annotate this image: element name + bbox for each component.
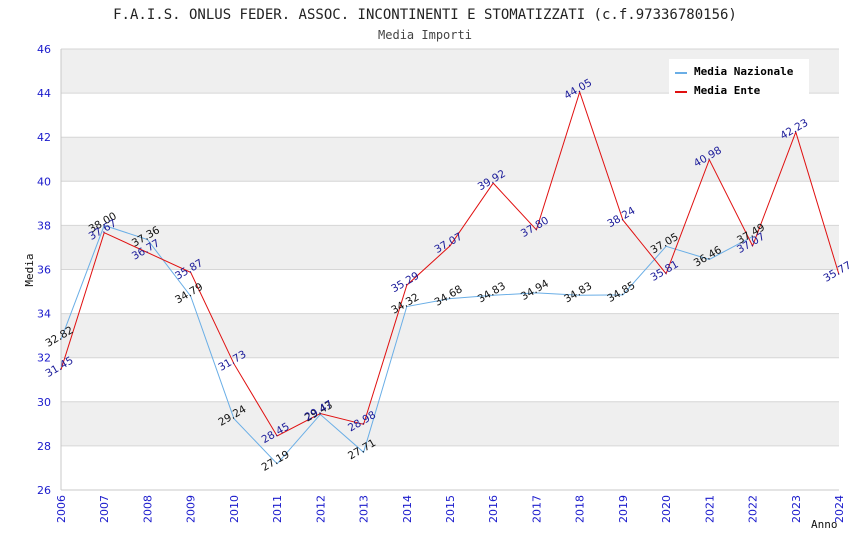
- y-tick-label: 36: [37, 264, 51, 277]
- y-tick-label: 42: [37, 131, 51, 144]
- plot-band: [61, 93, 839, 138]
- plot-background-bands: [61, 49, 839, 490]
- x-tick-label: 2007: [98, 495, 111, 523]
- plot-band: [61, 269, 839, 314]
- y-tick-label: 46: [37, 43, 51, 56]
- x-tick-label: 2013: [358, 495, 371, 523]
- x-tick-label: 2012: [314, 495, 327, 523]
- plot-band: [61, 181, 839, 226]
- y-tick-label: 38: [37, 219, 51, 232]
- series-line-media-nazionale: [60, 224, 753, 465]
- y-axis-ticks: 26 28 30 32 34 36 38 40 42 44 46: [37, 43, 51, 497]
- y-tick-label: 30: [37, 396, 51, 409]
- legend-box: [669, 59, 809, 97]
- x-tick-label: 2018: [574, 495, 587, 523]
- y-tick-label: 44: [37, 87, 51, 100]
- x-tick-label: 2014: [401, 495, 414, 523]
- y-tick-label: 32: [37, 352, 51, 365]
- y-axis-label: Media: [23, 253, 36, 286]
- x-tick-label: 2009: [185, 495, 198, 523]
- x-axis-label: Anno: [811, 518, 838, 531]
- x-tick-label: 2015: [444, 495, 457, 523]
- x-tick-label: 2017: [530, 495, 543, 523]
- y-tick-label: 34: [37, 308, 51, 321]
- plot-band: [61, 445, 839, 490]
- chart-subtitle: Media Importi: [378, 28, 472, 42]
- series-line-media-ente: [60, 90, 840, 437]
- plot-band: [61, 401, 839, 446]
- x-tick-label: 2019: [617, 495, 630, 523]
- x-tick-label: 2010: [228, 495, 241, 523]
- gridlines: [60, 48, 839, 491]
- x-tick-label: 2020: [660, 495, 673, 523]
- x-tick-label: 2022: [747, 495, 760, 523]
- x-tick-label: 2011: [271, 495, 284, 523]
- plot-band: [61, 313, 839, 358]
- y-tick-label: 40: [37, 175, 51, 188]
- plot-band: [61, 225, 839, 270]
- plot-band: [61, 137, 839, 182]
- legend: Media Nazionale Media Ente: [669, 59, 809, 97]
- y-tick-label: 26: [37, 484, 51, 497]
- x-tick-label: 2006: [55, 495, 68, 523]
- x-tick-label: 2021: [703, 495, 716, 523]
- legend-label-nazionale: Media Nazionale: [694, 65, 794, 78]
- legend-label-ente: Media Ente: [694, 84, 761, 97]
- plot-band: [61, 357, 839, 402]
- x-tick-label: 2016: [487, 495, 500, 523]
- x-tick-label: 2023: [790, 495, 803, 523]
- y-tick-label: 28: [37, 440, 51, 453]
- x-axis-ticks: 2006 2007 2008 2009 2010 2011 2012 2013 2014 2015…: [55, 495, 846, 523]
- series-lines: [60, 90, 840, 465]
- x-tick-label: 2008: [141, 495, 154, 523]
- x-tick-label: 2024: [833, 495, 846, 523]
- chart-title: F.A.I.S. ONLUS FEDER. ASSOC. INCONTINENT…: [113, 7, 737, 23]
